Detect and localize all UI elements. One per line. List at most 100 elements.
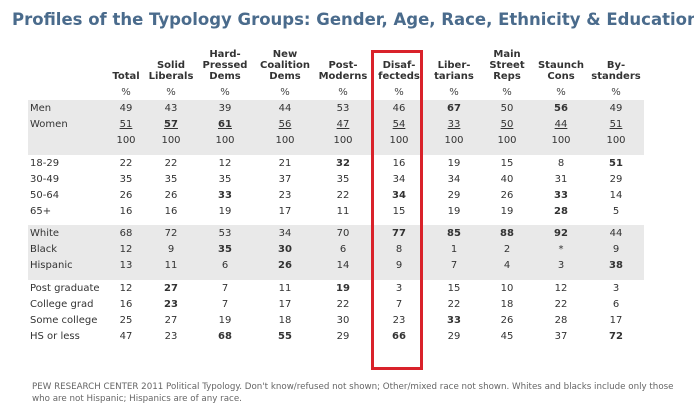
table-cell: 7 — [221, 282, 229, 294]
table-cell: 35 — [119, 173, 133, 185]
table-cell: 34 — [392, 189, 406, 201]
table-cell: 33 — [428, 116, 480, 132]
table-cell: 100 — [254, 132, 316, 148]
row-label: 65+ — [30, 205, 52, 217]
table-row: White 68 72 53 34 70 77 85 88 92 44 — [28, 225, 644, 241]
table-cell: 27 — [164, 314, 178, 326]
table-cell: 31 — [554, 173, 568, 185]
table-cell: 6 — [316, 241, 370, 257]
table-cell: 92 — [534, 225, 588, 241]
table-cell: 88 — [480, 225, 534, 241]
table-cell: 22 — [119, 157, 133, 169]
table-cell: 26 — [254, 257, 316, 273]
table-cell: 16 — [164, 205, 178, 217]
table-cell: 1 — [428, 241, 480, 257]
gap-cell — [28, 148, 644, 155]
column-header: Liber-tarians — [434, 60, 474, 82]
table-cell: 44 — [534, 116, 588, 132]
table-cell: 33 — [218, 189, 232, 201]
row-label: 50-64 — [30, 189, 60, 201]
table-cell: 37 — [554, 330, 568, 342]
row-label: HS or less — [30, 330, 80, 342]
row-label: Black — [28, 241, 106, 257]
table-cell: 2 — [480, 241, 534, 257]
percent-symbol: % — [556, 86, 566, 98]
table-cell: 35 — [196, 241, 254, 257]
table-cell: 51 — [588, 116, 644, 132]
column-header: By-standers — [591, 60, 641, 82]
percent-symbol: % — [611, 86, 621, 98]
table-cell: 57 — [146, 116, 196, 132]
table-cell: 21 — [278, 157, 292, 169]
gap-cell — [28, 273, 644, 280]
table-cell: 34 — [254, 225, 316, 241]
table-cell: 17 — [278, 298, 292, 310]
table-cell: 19 — [447, 157, 461, 169]
table-cell: 72 — [609, 330, 623, 342]
table-cell: 56 — [534, 100, 588, 116]
table-cell: 55 — [278, 330, 292, 342]
table-cell: 29 — [447, 189, 461, 201]
table-cell: 35 — [336, 173, 350, 185]
table-cell: 11 — [146, 257, 196, 273]
table-cell: 67 — [428, 100, 480, 116]
table-cell: 32 — [336, 157, 350, 169]
typology-table: Total Solid Liberals Hard- Pressed Dems New Coa… — [28, 46, 644, 344]
column-header: Post- Moderns — [318, 60, 368, 82]
table-cell: 26 — [500, 189, 514, 201]
table-cell: 19 — [336, 282, 350, 294]
table-cell: 30 — [336, 314, 350, 326]
table-row: 18-29 22 22 12 21 32 16 19 15 8 51 — [28, 155, 644, 171]
row-label: College grad — [30, 298, 94, 310]
column-header: Staunch Cons — [537, 60, 584, 82]
table-cell: 30 — [254, 241, 316, 257]
table-cell: 37 — [278, 173, 292, 185]
percent-symbol: % — [166, 86, 176, 98]
table-cell: 3 — [534, 257, 588, 273]
row-label: 30-49 — [30, 173, 60, 185]
table-cell: 68 — [106, 225, 146, 241]
table-cell: 38 — [588, 257, 644, 273]
table-cell: 39 — [196, 100, 254, 116]
table-cell: 12 — [119, 282, 133, 294]
table-cell: 8 — [370, 241, 428, 257]
percent-label-blank — [28, 84, 106, 100]
table-cell: 25 — [119, 314, 133, 326]
row-label: 18-29 — [30, 157, 60, 169]
table-cell: 10 — [500, 282, 514, 294]
table-cell: 34 — [392, 173, 406, 185]
table-cell: 100 — [480, 132, 534, 148]
table-cell: 33 — [554, 189, 568, 201]
table-cell: 66 — [392, 330, 406, 342]
column-header: New Coalition Dems — [259, 49, 310, 82]
table-cell: 54 — [370, 116, 428, 132]
row-label: White — [28, 225, 106, 241]
table-cell: 9 — [588, 241, 644, 257]
table-cell: 46 — [370, 100, 428, 116]
table-cell: 28 — [554, 314, 568, 326]
table-cell: 47 — [119, 330, 133, 342]
table-cell: 19 — [218, 314, 232, 326]
table-row: Hispanic 13 11 6 26 14 9 7 4 3 38 — [28, 257, 644, 273]
table-cell: 6 — [612, 298, 620, 310]
table-cell: 51 — [609, 157, 623, 169]
table-row: Black 12 9 35 30 6 8 1 2 * 9 — [28, 241, 644, 257]
percent-symbol: % — [502, 86, 512, 98]
column-header: Disaf-fecteds — [378, 60, 420, 82]
table-cell: 29 — [336, 330, 350, 342]
table-cell: 53 — [316, 100, 370, 116]
row-label — [28, 132, 106, 148]
table-cell: 47 — [316, 116, 370, 132]
row-label: Post graduate — [30, 282, 100, 294]
table-cell: 100 — [146, 132, 196, 148]
table-cell: 22 — [554, 298, 568, 310]
table-cell: 22 — [336, 189, 350, 201]
table-cell: 50 — [480, 116, 534, 132]
table-cell: 68 — [218, 330, 232, 342]
table-cell: 12 — [106, 241, 146, 257]
percent-symbol: % — [220, 86, 230, 98]
table-cell: 17 — [609, 314, 623, 326]
table-cell: 100 — [106, 132, 146, 148]
table-cell: 100 — [534, 132, 588, 148]
table-cell: 72 — [146, 225, 196, 241]
